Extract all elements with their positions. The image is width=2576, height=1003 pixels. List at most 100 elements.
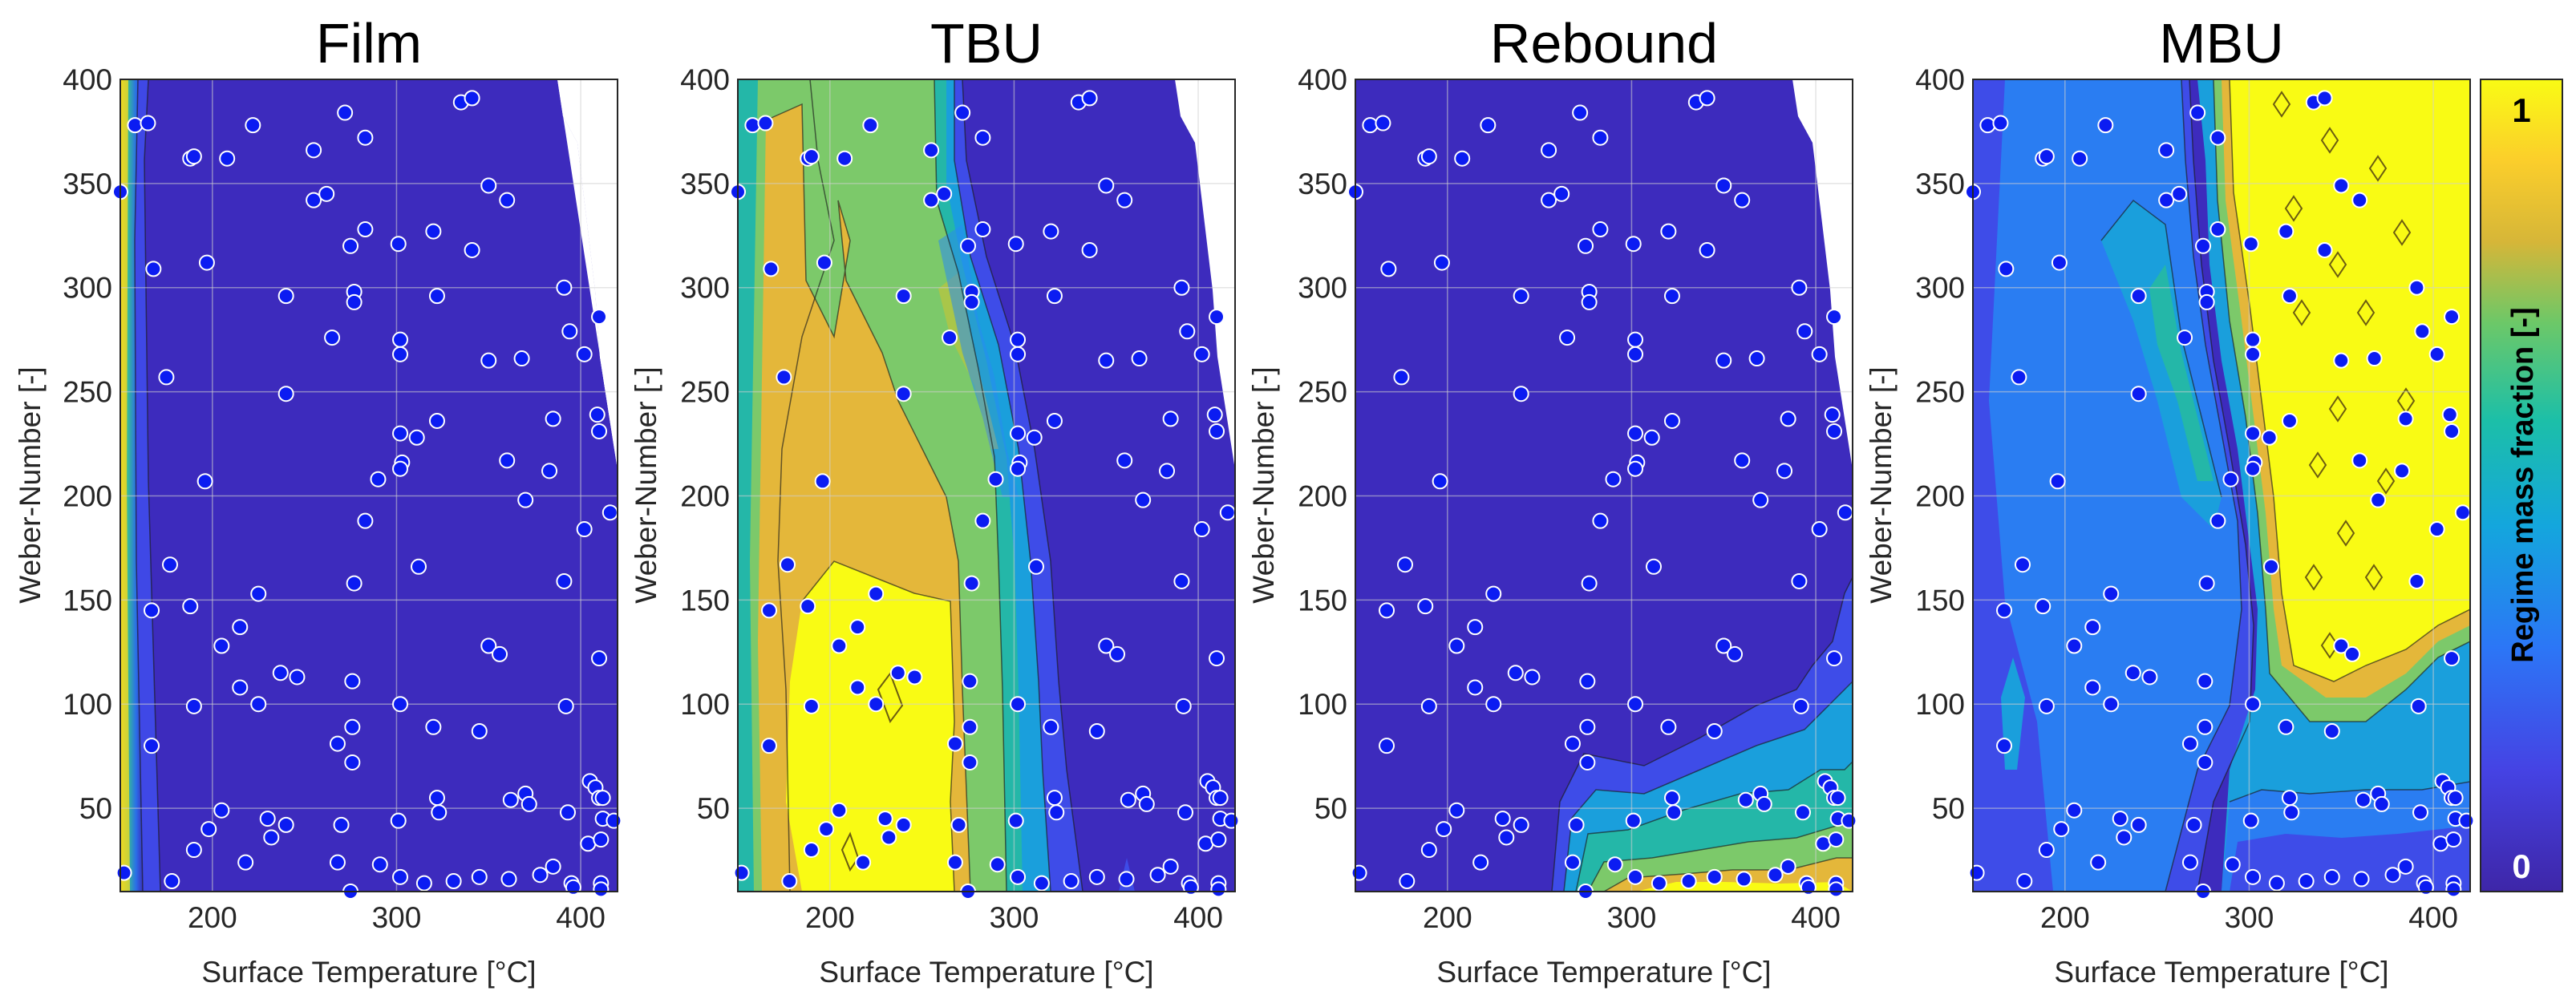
sample-point <box>1046 412 1063 429</box>
sample-point <box>2394 463 2411 479</box>
sample-point <box>480 177 497 194</box>
x-tick-label: 400 <box>2408 901 2458 934</box>
y-tick-label: 50 <box>1932 792 1965 825</box>
sample-point <box>2366 350 2383 367</box>
sample-point <box>344 718 361 735</box>
sample-point <box>1592 129 1609 146</box>
sample-point <box>1173 279 1190 296</box>
sample-point <box>1454 150 1471 167</box>
sample-point <box>818 821 835 838</box>
y-tick-label: 200 <box>1915 479 1965 512</box>
x-ticks: 200 300 400 <box>2040 901 2458 934</box>
sample-point <box>1485 585 1502 602</box>
sample-point <box>2181 735 2198 752</box>
y-tick-label: 50 <box>1314 792 1347 825</box>
sample-point <box>1780 411 1796 427</box>
sample-point <box>2103 585 2120 602</box>
sample-point <box>329 735 346 752</box>
sample-point <box>390 236 407 253</box>
sample-point <box>2245 331 2262 348</box>
contour-fill <box>1355 79 1853 892</box>
sample-point <box>1996 602 2013 619</box>
sample-point <box>545 411 561 427</box>
sample-point <box>445 873 462 890</box>
y-tick-label: 400 <box>680 63 730 96</box>
y-ticks: 50 100 150 200 250 300 350 400 <box>63 63 112 825</box>
sample-point <box>1480 117 1497 134</box>
sample-point <box>989 856 1006 873</box>
y-tick-label: 300 <box>63 272 112 305</box>
sample-point <box>1795 804 1811 821</box>
sample-point <box>1485 696 1502 713</box>
sample-point <box>1448 802 1465 819</box>
sample-point <box>2373 795 2390 812</box>
sample-point <box>2177 330 2193 346</box>
sample-point <box>1118 871 1135 888</box>
sample-point <box>263 829 280 846</box>
sample-point <box>601 504 618 521</box>
sample-point <box>1088 868 1105 885</box>
sample-point <box>2035 598 2051 615</box>
sample-point <box>761 738 778 754</box>
sample-point <box>2038 698 2055 714</box>
sample-point <box>425 223 442 240</box>
sample-point <box>1699 90 1715 107</box>
sample-point <box>923 142 940 159</box>
sample-point <box>1417 598 1434 615</box>
sample-point <box>1026 429 1043 446</box>
sample-point <box>392 331 409 348</box>
sample-point <box>1513 816 1529 833</box>
sample-point <box>950 816 967 833</box>
sample-point <box>2158 192 2175 208</box>
sample-point <box>2445 831 2462 848</box>
sample-point <box>1826 423 1843 439</box>
x-axis-label: Surface Temperature [°C] <box>2054 956 2388 989</box>
y-tick-label: 100 <box>680 688 730 721</box>
sample-point <box>954 104 971 121</box>
sample-point <box>1209 423 1225 439</box>
sample-point <box>346 575 363 592</box>
sample-point <box>272 665 289 681</box>
sample-point <box>2412 804 2428 821</box>
y-tick-label: 150 <box>1298 584 1347 617</box>
sample-point <box>277 386 294 402</box>
sample-point <box>962 718 978 735</box>
sample-point <box>1627 331 1644 348</box>
x-ticks: 200 300 400 <box>805 901 1223 934</box>
x-tick-label: 200 <box>2040 901 2090 934</box>
sample-point <box>392 696 409 713</box>
sample-point <box>593 881 610 898</box>
sample-point <box>1559 330 1576 346</box>
sample-point <box>946 735 963 752</box>
sample-point <box>1651 875 1667 892</box>
sample-point <box>556 279 573 296</box>
sample-point <box>2245 696 2262 713</box>
sample-point <box>1627 425 1644 442</box>
sample-point <box>480 637 497 654</box>
sample-point <box>2185 816 2202 833</box>
sample-point <box>1206 406 1223 423</box>
sample-point <box>2051 254 2068 271</box>
x-tick-label: 300 <box>2225 901 2274 934</box>
sample-point <box>1098 352 1115 369</box>
sample-point <box>895 288 912 305</box>
sample-point <box>1219 504 1236 521</box>
sample-point <box>1494 811 1511 827</box>
sample-point <box>2268 875 2285 892</box>
sample-point <box>1826 650 1843 667</box>
sample-point <box>357 512 374 529</box>
sample-point <box>987 471 1004 487</box>
sample-point <box>1420 698 1437 714</box>
sample-point <box>962 673 978 690</box>
sample-point <box>1179 323 1196 340</box>
sample-point <box>232 619 249 636</box>
y-tick-label: 150 <box>1915 584 1965 617</box>
sample-point <box>277 288 294 305</box>
sample-point <box>1666 804 1683 821</box>
sample-point <box>836 150 853 167</box>
sample-point <box>1135 491 1152 508</box>
sample-point <box>2112 811 2128 827</box>
colorbar-min-label: 0 <box>2512 847 2530 885</box>
sample-point <box>1541 142 1557 159</box>
sample-point <box>2333 352 2350 369</box>
